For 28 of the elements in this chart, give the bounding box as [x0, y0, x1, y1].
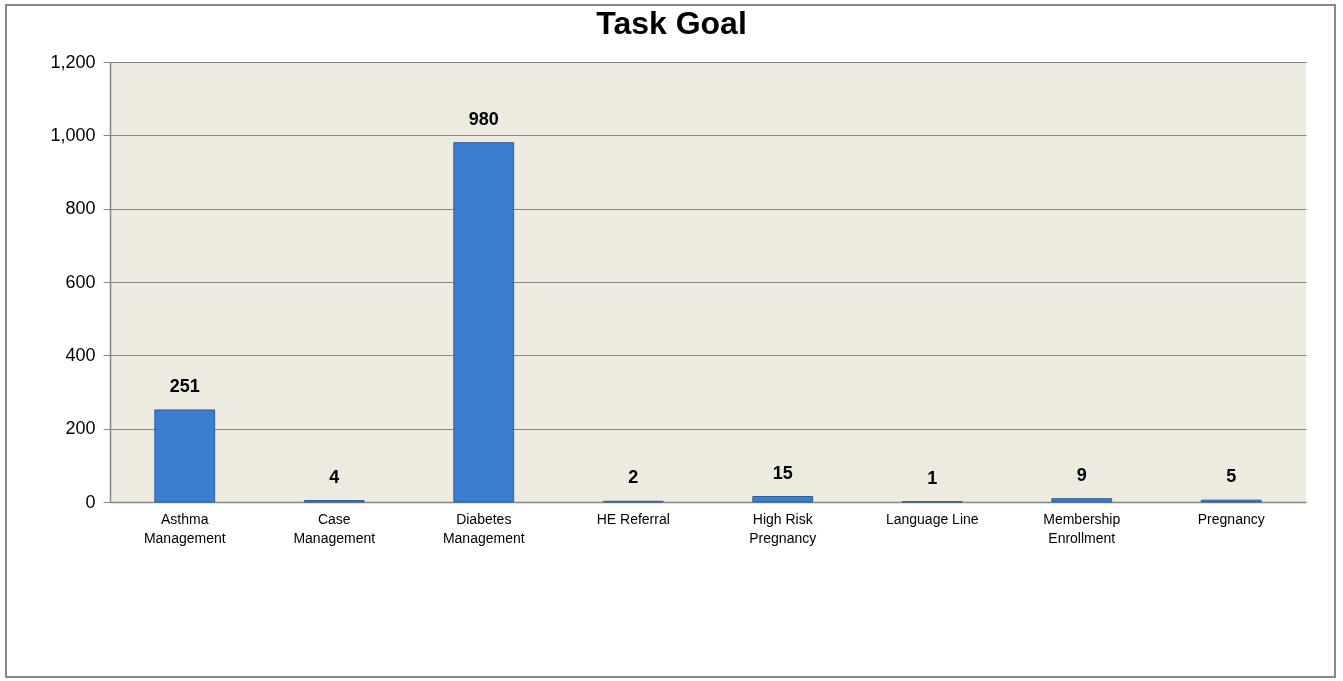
x-tick-label: Asthma Management — [143, 510, 226, 546]
x-tick-label: Membership Enrollment — [1043, 510, 1121, 546]
data-label: 2 — [628, 467, 639, 488]
y-tick-label: 200 — [65, 418, 96, 439]
chart-title: Task Goal — [596, 5, 747, 41]
y-tick-label: 1,200 — [50, 51, 96, 72]
x-tick-label: Language Line — [885, 510, 979, 527]
bar — [154, 409, 216, 503]
data-label: 15 — [772, 462, 793, 483]
bar — [453, 142, 515, 503]
x-tick-label: Diabetes Management — [442, 510, 525, 546]
data-label: 980 — [468, 108, 499, 129]
data-label: 5 — [1226, 466, 1237, 487]
x-tick-label: High Risk Pregnancy — [749, 510, 817, 546]
data-label: 251 — [169, 375, 200, 396]
y-tick-label: 400 — [65, 344, 96, 365]
x-tick-label: HE Referral — [596, 510, 670, 527]
y-tick-label: 800 — [65, 198, 96, 219]
data-label: 1 — [927, 467, 938, 488]
y-tick-label: 1,000 — [50, 124, 96, 145]
bar — [752, 496, 814, 503]
data-label: 4 — [329, 466, 340, 487]
data-label: 9 — [1076, 464, 1087, 485]
y-tick-label: 0 — [85, 491, 96, 512]
x-tick-label: Case Management — [293, 510, 376, 546]
y-tick-label: 600 — [65, 271, 96, 292]
bar — [1051, 498, 1113, 503]
x-tick-label: Pregnancy — [1197, 510, 1265, 527]
